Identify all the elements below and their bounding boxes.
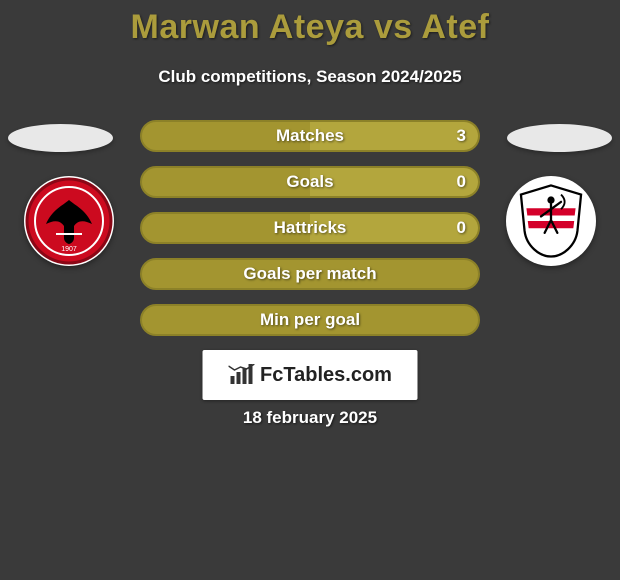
page-subtitle: Club competitions, Season 2024/2025 (0, 67, 620, 87)
player-photo-right-placeholder (507, 124, 612, 152)
stat-fill-right (310, 168, 478, 196)
club-badge-right (506, 176, 596, 266)
player-photo-left-placeholder (8, 124, 113, 152)
svg-text:1907: 1907 (61, 246, 77, 253)
stat-label: Matches (276, 126, 344, 146)
stat-value-right: 0 (457, 172, 466, 192)
bar-chart-icon (228, 364, 254, 386)
footer-date: 18 february 2025 (0, 408, 620, 428)
page-title: Marwan Ateya vs Atef (0, 0, 620, 47)
stat-value-right: 0 (457, 218, 466, 238)
al-ahly-crest-icon: 1907 (24, 176, 114, 266)
zamalek-crest-icon (510, 180, 592, 262)
stat-label: Hattricks (274, 218, 347, 238)
stat-row: Min per goal (140, 304, 480, 336)
stat-value-right: 3 (457, 126, 466, 146)
branding-text: FcTables.com (260, 364, 392, 387)
stat-row: Matches 3 (140, 120, 480, 152)
stat-label: Goals (286, 172, 333, 192)
branding-badge: FcTables.com (203, 350, 418, 400)
club-badge-left: 1907 (24, 176, 114, 266)
stat-label: Goals per match (243, 264, 376, 284)
stats-panel: Matches 3 Goals 0 Hattricks 0 Goals per match M… (140, 120, 480, 350)
stat-row: Hattricks 0 (140, 212, 480, 244)
stat-label: Min per goal (260, 310, 360, 330)
stat-row: Goals per match (140, 258, 480, 290)
stat-row: Goals 0 (140, 166, 480, 198)
